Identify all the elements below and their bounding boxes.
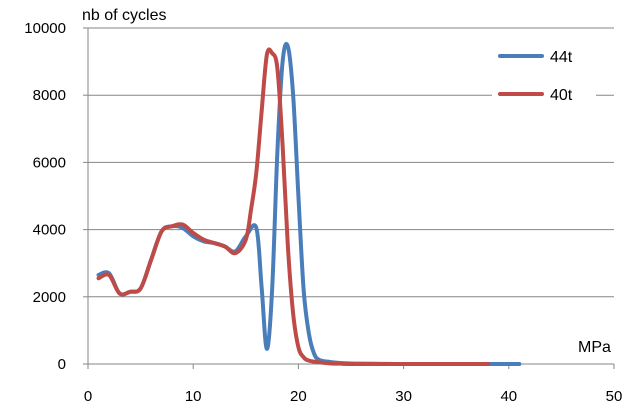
y-tick-label: 10000 [24,20,66,37]
series-line-40t [96,47,490,367]
x-tick-label: 10 [185,388,202,405]
x-tick-label: 20 [290,388,307,405]
x-tick-labels: 0 10 20 30 40 50 [84,388,623,405]
series-lines [96,41,522,367]
legend-label: 44t [550,49,573,66]
x-tick-label: 0 [84,388,92,405]
y-tick-labels: 0 2000 4000 6000 8000 10000 [24,20,66,373]
y-axis-title: nb of cycles [82,7,166,24]
x-tick-label: 50 [606,388,623,405]
legend: 44t 40t [492,43,596,107]
gridlines [88,27,614,298]
x-axis-title: MPa [578,339,611,356]
y-tick-label: 4000 [33,222,66,239]
x-tick-label: 40 [500,388,517,405]
x-tick-label: 30 [395,388,412,405]
y-tick-label: 0 [58,356,66,373]
y-tick-label: 8000 [33,87,66,104]
legend-label: 40t [550,87,573,104]
y-tick-label: 6000 [33,154,66,171]
y-tick-label: 2000 [33,289,66,306]
